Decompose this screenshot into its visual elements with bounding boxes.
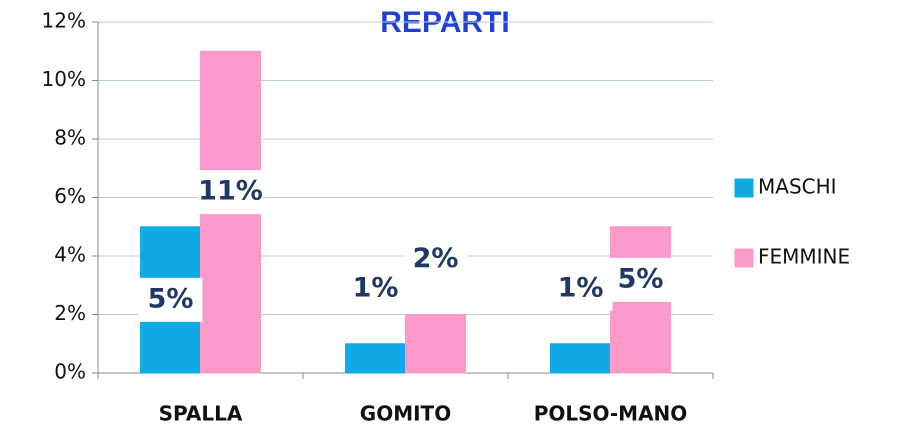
data-label-bg (343, 266, 408, 311)
data-label: 1% (558, 272, 604, 303)
y-tick-label: 4% (54, 243, 86, 267)
legend-swatch (734, 248, 754, 268)
y-tick-label: 10% (42, 67, 86, 91)
x-tick-label: SPALLA (159, 402, 243, 426)
data-label: 5% (618, 263, 664, 294)
y-tick-label: 2% (54, 301, 86, 325)
y-tick-label: 6% (54, 184, 86, 208)
bar (345, 343, 406, 374)
data-label-bg (138, 277, 203, 322)
legend-label: FEMMINE (758, 245, 850, 269)
x-tick-label: GOMITO (360, 402, 451, 426)
data-label: 5% (148, 283, 194, 314)
bar (550, 343, 611, 374)
legend-label: MASCHI (758, 175, 837, 199)
bar (405, 314, 466, 374)
x-tick-label: POLSO-MANO (534, 402, 688, 426)
legend-swatch (734, 178, 754, 198)
data-label: 2% (413, 243, 459, 274)
data-label-bg (403, 237, 468, 282)
y-tick-label: 0% (54, 360, 86, 384)
data-label: 1% (353, 272, 399, 303)
data-label-bg (548, 266, 613, 311)
y-tick-label: 12% (42, 9, 86, 33)
data-label-bg (198, 170, 263, 215)
data-label-bg (608, 257, 673, 302)
y-tick-label: 8% (54, 126, 86, 150)
data-label: 11% (198, 176, 263, 207)
